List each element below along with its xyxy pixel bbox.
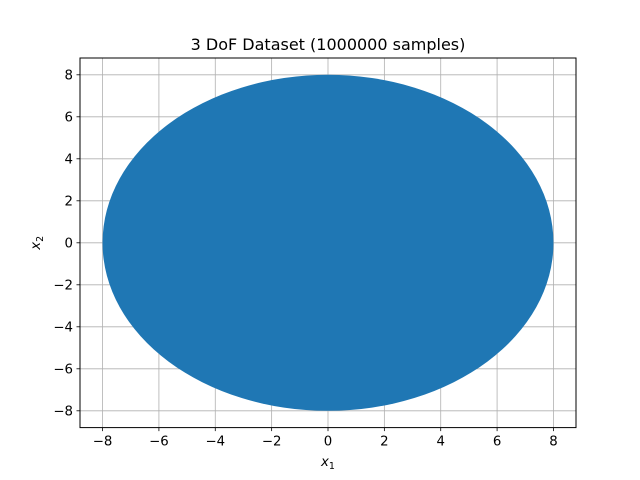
y-axis-ticks: −8 −6 −4 −2 0 2 4 6 8 (53, 68, 80, 419)
x-tick-label: 0 (324, 435, 332, 450)
data-points (102, 74, 554, 411)
scatter-point-cloud (102, 74, 554, 411)
y-tick-label: 8 (65, 68, 73, 83)
y-tick-label: 0 (65, 236, 73, 251)
x-tick-label: 2 (380, 435, 388, 450)
x-tick-label: 4 (436, 435, 444, 450)
y-tick-label: −6 (53, 362, 73, 377)
x-axis-label-var: x (320, 455, 329, 470)
x-tick-label: −6 (149, 435, 169, 450)
y-tick-label: −4 (53, 320, 73, 335)
y-tick-label: −8 (53, 404, 73, 419)
y-tick-label: −2 (53, 278, 73, 293)
y-axis-label-sub: 2 (35, 236, 46, 242)
y-tick-label: 6 (65, 110, 73, 125)
x-axis-label-sub: 1 (329, 461, 335, 472)
chart-title: 3 DoF Dataset (1000000 samples) (191, 35, 466, 54)
x-tick-label: −8 (93, 435, 113, 450)
x-tick-label: 6 (493, 435, 501, 450)
x-axis-ticks: −8 −6 −4 −2 0 2 4 6 8 (93, 427, 558, 450)
x-axis-label: x1 (320, 455, 335, 472)
y-tick-label: 2 (65, 194, 73, 209)
x-tick-label: −2 (262, 435, 282, 450)
y-axis-label: x2 (29, 236, 46, 251)
x-tick-label: −4 (205, 435, 225, 450)
y-axis-label-var: x (29, 242, 44, 251)
y-tick-label: 4 (65, 152, 73, 167)
x-tick-label: 8 (549, 435, 557, 450)
